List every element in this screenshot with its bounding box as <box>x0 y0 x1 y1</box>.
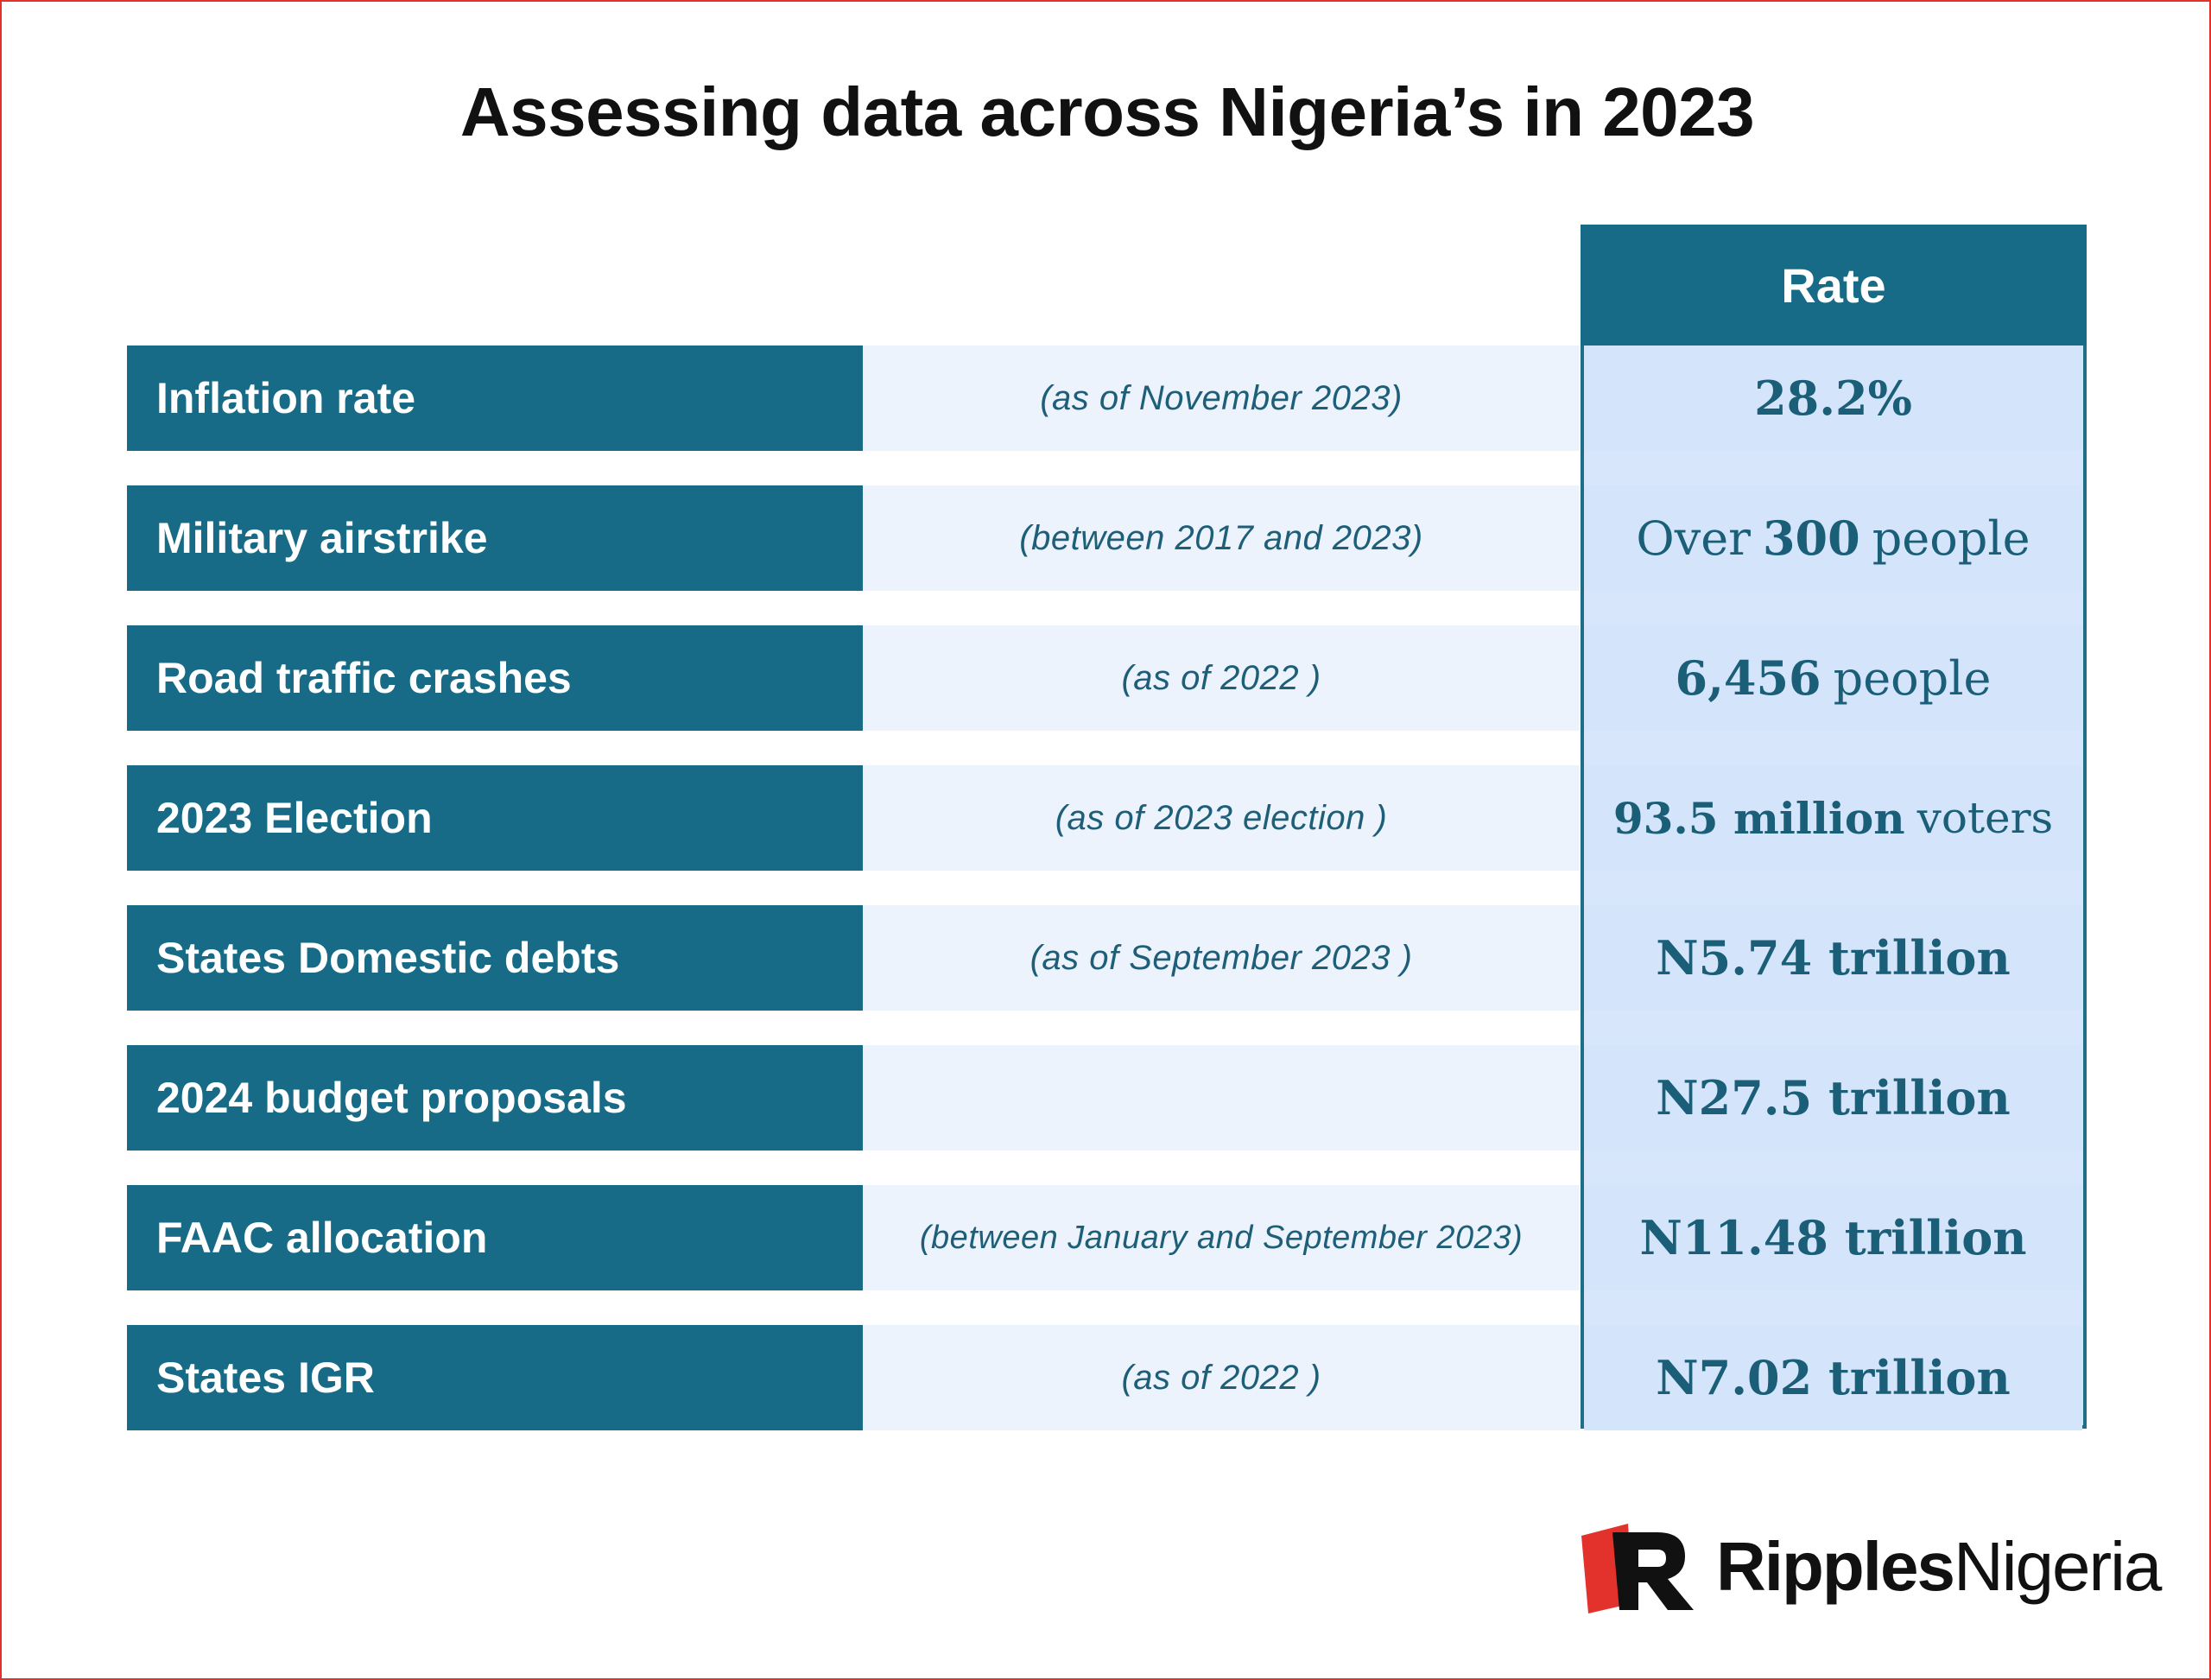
ripples-logo-mark-icon <box>1581 1524 1694 1613</box>
page-title: Assessing data across Nigeria’s in 2023 <box>459 73 1755 150</box>
value-prefix: Over <box>1636 510 1751 566</box>
row-value: Over 300 people <box>1584 485 2082 591</box>
table-row: Road traffic crashes (as of 2022 ) 6,456… <box>127 625 2086 731</box>
value-figure: 28.2% <box>1754 371 1912 426</box>
row-label: Road traffic crashes <box>127 625 863 731</box>
row-value: 6,456 people <box>1584 625 2082 731</box>
value-figure: 6,456 <box>1675 650 1821 706</box>
table-row: States IGR (as of 2022 ) N7.02 trillion <box>127 1325 2086 1430</box>
value-figure: 93.5 million <box>1612 792 1905 844</box>
rate-column-header: Rate <box>1581 225 2087 346</box>
value-unit: people <box>1833 650 1992 706</box>
row-label: Inflation rate <box>127 346 863 451</box>
row-value: N7.02 trillion <box>1584 1325 2082 1430</box>
row-value: N11.48 trillion <box>1584 1185 2082 1290</box>
row-note <box>863 1045 1580 1151</box>
row-note: (between January and September 2023) <box>863 1185 1580 1290</box>
row-value: N5.74 trillion <box>1584 905 2082 1011</box>
row-value: 28.2% <box>1584 346 2082 451</box>
row-value: 93.5 million voters <box>1584 765 2082 871</box>
table-row: 2024 budget proposals N27.5 trillion <box>127 1045 2086 1151</box>
row-label: 2023 Election <box>127 765 863 871</box>
row-note: (between 2017 and 2023) <box>863 485 1580 591</box>
table-row: FAAC allocation (between January and Sep… <box>127 1185 2086 1290</box>
value-figure: N5.74 trillion <box>1656 930 2011 986</box>
row-note: (as of 2022 ) <box>863 625 1580 731</box>
value-figure: N11.48 trillion <box>1639 1210 2027 1265</box>
value-unit: voters <box>1916 793 2054 843</box>
row-label: FAAC allocation <box>127 1185 863 1290</box>
value-figure: N7.02 trillion <box>1656 1350 2011 1405</box>
row-note: (as of 2022 ) <box>863 1325 1580 1430</box>
row-label: 2024 budget proposals <box>127 1045 863 1151</box>
row-label: Military airstrike <box>127 485 863 591</box>
row-value: N27.5 trillion <box>1584 1045 2082 1151</box>
row-note: (as of November 2023) <box>863 346 1580 451</box>
value-unit: people <box>1872 510 2030 566</box>
table-row: 2023 Election (as of 2023 election ) 93.… <box>127 765 2086 871</box>
table-row: States Domestic debts (as of September 2… <box>127 905 2086 1011</box>
row-label: States IGR <box>127 1325 863 1430</box>
table-row: Military airstrike (between 2017 and 202… <box>127 485 2086 591</box>
value-figure: 300 <box>1762 510 1860 566</box>
table-row: Inflation rate (as of November 2023) 28.… <box>127 346 2086 451</box>
value-figure: N27.5 trillion <box>1656 1070 2011 1125</box>
logo-word-nigeria: Nigeria <box>1953 1528 2162 1605</box>
row-note: (as of September 2023 ) <box>863 905 1580 1011</box>
row-note: (as of 2023 election ) <box>863 765 1580 871</box>
row-label: States Domestic debts <box>127 905 863 1011</box>
logo-word-ripples: Ripples <box>1716 1528 1955 1605</box>
logo-wordmark: RipplesNigeria <box>1716 1527 2162 1607</box>
ripples-nigeria-logo: RipplesNigeria <box>1578 1520 2162 1615</box>
